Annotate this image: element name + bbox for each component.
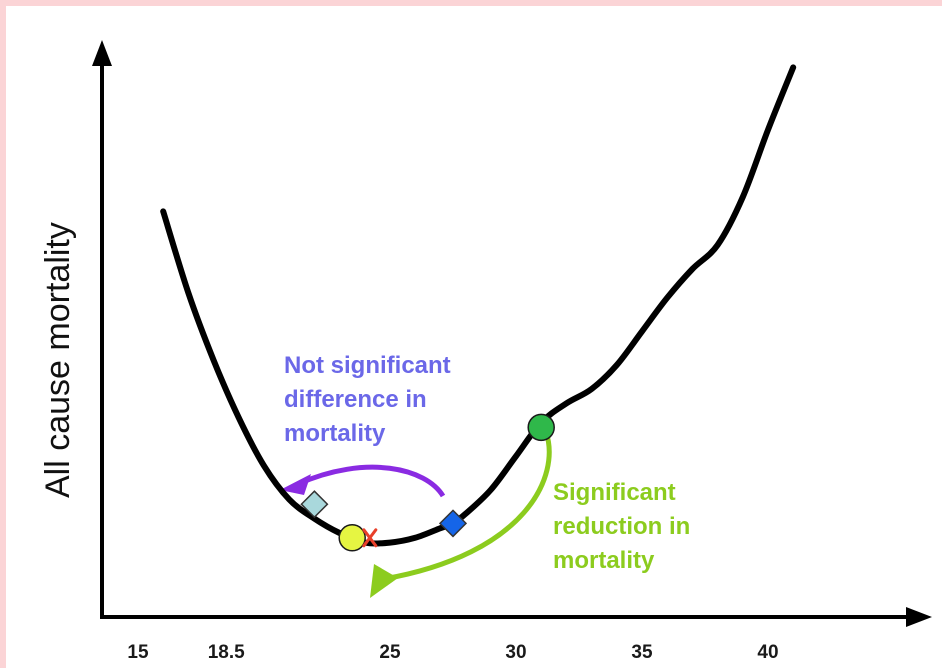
blue-diamond-marker	[438, 509, 468, 538]
red-x-marker	[362, 528, 378, 548]
significant-reduction-line: reduction in	[553, 513, 690, 540]
x-tick-label: 15	[127, 642, 149, 663]
light-blue-diamond-marker	[300, 490, 329, 519]
not-significant-annotation: Not significant difference in mortality	[284, 352, 451, 447]
y-axis-arrowhead	[92, 40, 112, 66]
x-tick-labels: 15 18.5 25 30 35 40	[127, 642, 778, 663]
green-arrowhead	[370, 564, 398, 598]
x-tick-label: 40	[757, 642, 778, 663]
mortality-curve	[160, 64, 797, 547]
x-tick-label: 25	[379, 642, 401, 663]
green-circle-marker	[527, 413, 555, 442]
green-arrow-shaft	[383, 431, 552, 582]
y-axis-label: All cause mortality	[39, 222, 77, 498]
chart: All cause mortality 15 18.5 25 30 35 40 Not s…	[39, 40, 932, 663]
x-tick-label: 30	[505, 642, 526, 663]
significant-reduction-line: Significant	[553, 479, 676, 506]
annotations: Not significant difference in mortalitySig…	[284, 352, 690, 574]
annotation-arrows	[280, 431, 552, 598]
x-axis-arrowhead	[906, 607, 932, 627]
not-significant-line: Not significant	[284, 352, 451, 379]
significant-reduction-annotation: Significant reduction in mortality	[553, 479, 690, 574]
curve-markers	[300, 413, 555, 552]
purple-arrow-shaft	[296, 464, 446, 498]
yellow-circle-marker	[338, 524, 366, 552]
purple-arrowhead	[280, 474, 311, 495]
x-tick-label: 18.5	[208, 642, 245, 663]
not-significant-line: mortality	[284, 420, 386, 447]
not-significant-line: difference in	[284, 386, 427, 413]
axes	[92, 40, 932, 627]
significant-reduction-line: mortality	[553, 547, 655, 574]
chart-frame: All cause mortality 15 18.5 25 30 35 40 Not s…	[6, 6, 942, 668]
x-tick-label: 35	[631, 642, 653, 663]
